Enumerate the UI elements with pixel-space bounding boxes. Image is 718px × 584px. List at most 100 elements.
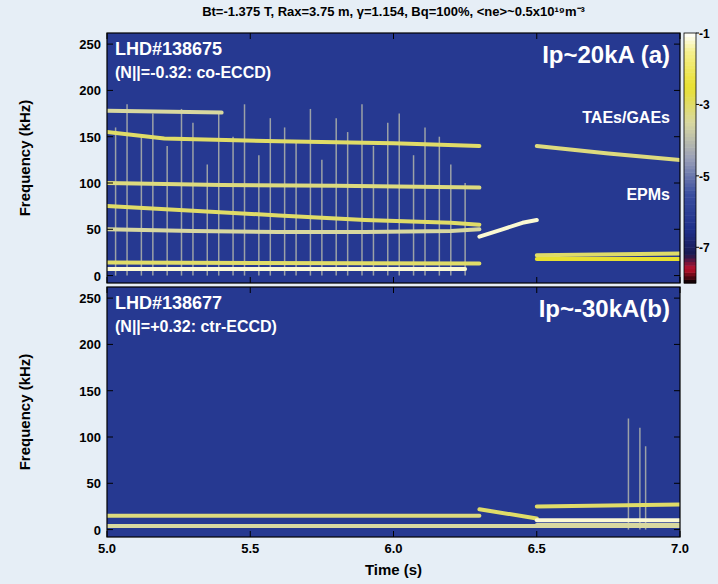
panel: 050100150200250Frequency (kHz)Bt=-1.375 … [16, 4, 710, 284]
x-tick [536, 287, 537, 293]
panel: 5.05.56.06.57.0050100150200250Frequency … [16, 287, 689, 578]
burst [218, 114, 220, 276]
mode-line [479, 509, 536, 518]
x-tick [680, 531, 681, 537]
colorbar-cell [684, 258, 696, 262]
x-tick [680, 287, 681, 293]
colorbar-cell [684, 108, 696, 112]
colorbar-cell [684, 76, 696, 80]
colorbar-cell [684, 97, 696, 101]
colorbar-cell [684, 94, 696, 98]
colorbar-cell [684, 83, 696, 87]
x-tick-label: 6.5 [528, 541, 546, 556]
y-tick [674, 483, 680, 484]
x-tick [250, 531, 251, 537]
y-tick [674, 183, 680, 184]
colorbar-cell [684, 212, 696, 216]
y-tick-label: 100 [79, 430, 101, 445]
colorbar-cell [684, 79, 696, 83]
x-tick [536, 531, 537, 537]
y-tick [107, 344, 113, 345]
mode-line [107, 111, 222, 113]
colorbar-cell [684, 147, 696, 151]
y-tick-label: 0 [94, 269, 101, 284]
colorbar-cell [684, 158, 696, 162]
x-axis-title: Time (s) [365, 561, 422, 578]
y-tick [107, 275, 113, 276]
y-tick [674, 44, 680, 45]
y-tick-label: 50 [87, 476, 101, 491]
colorbar-tick-label: -1 [699, 27, 710, 41]
plot-frame [107, 33, 680, 283]
burst [628, 418, 630, 529]
colorbar-cell [684, 133, 696, 137]
burst [424, 127, 426, 275]
colorbar-cell [684, 40, 696, 44]
x-tick [536, 33, 537, 39]
y-tick [107, 90, 113, 91]
y-tick [674, 136, 680, 137]
colorbar-cell [684, 122, 696, 126]
x-tick [107, 287, 108, 293]
burst [439, 137, 441, 276]
mode-line [537, 257, 680, 261]
colorbar-cell [684, 137, 696, 141]
burst [115, 127, 117, 275]
colorbar-frame [684, 33, 696, 283]
colorbar-cell [684, 90, 696, 94]
x-tick [107, 531, 108, 537]
burst [645, 446, 647, 529]
burst [232, 137, 234, 276]
annotation: Ip~-30kA(b) [539, 295, 670, 322]
colorbar-cell [684, 219, 696, 223]
y-tick [107, 390, 113, 391]
colorbar-cell [684, 47, 696, 51]
mode-line [537, 518, 680, 522]
y-tick [674, 298, 680, 299]
annotation: TAEs/GAEs [582, 109, 670, 126]
colorbar-cell [684, 65, 696, 69]
plot-background [107, 287, 680, 537]
mode-line [107, 183, 479, 188]
x-tick [393, 33, 394, 39]
y-tick [107, 229, 113, 230]
colorbar-cell [684, 72, 696, 76]
burst [207, 164, 209, 275]
burst [347, 132, 349, 276]
burst [295, 141, 297, 275]
y-tick-label: 250 [79, 37, 101, 52]
colorbar-cell [684, 222, 696, 226]
x-tick [250, 277, 251, 283]
y-tick [674, 390, 680, 391]
y-tick [674, 229, 680, 230]
data-area [107, 104, 680, 275]
y-tick [107, 298, 113, 299]
colorbar: -1-3-5-7 [684, 27, 710, 284]
y-tick [107, 529, 113, 530]
mode-line [107, 267, 465, 271]
x-tick-label: 5.5 [241, 541, 259, 556]
x-tick-label: 5.0 [98, 541, 116, 556]
y-tick-label: 100 [79, 176, 101, 191]
colorbar-cell [684, 33, 696, 37]
y-tick [107, 44, 113, 45]
y-tick-label: 200 [79, 83, 101, 98]
x-tick [250, 287, 251, 293]
x-tick [393, 277, 394, 283]
y-tick-label: 0 [94, 523, 101, 538]
burst [244, 104, 246, 275]
y-axis-title: Frequency (kHz) [16, 354, 33, 471]
colorbar-cell [684, 144, 696, 148]
x-tick-label: 7.0 [671, 541, 689, 556]
data-area [107, 418, 680, 529]
mode-line [107, 229, 479, 232]
colorbar-cell [684, 69, 696, 73]
annotation: EPMs [626, 186, 670, 203]
mode-line [537, 253, 680, 255]
burst [373, 146, 375, 276]
colorbar-cell [684, 112, 696, 116]
x-tick [680, 33, 681, 39]
y-tick-label: 200 [79, 337, 101, 352]
colorbar-cell [684, 54, 696, 58]
colorbar-cell [684, 51, 696, 55]
